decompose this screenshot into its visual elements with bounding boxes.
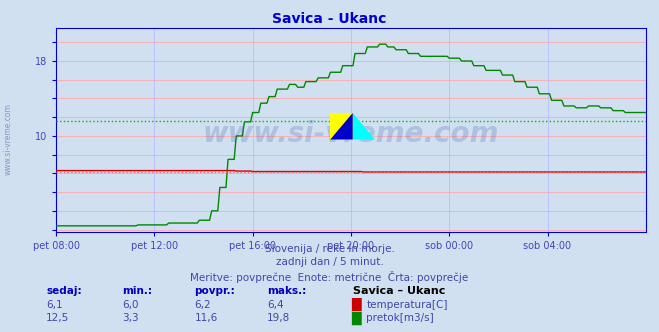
Polygon shape bbox=[330, 113, 353, 139]
Text: Savica – Ukanc: Savica – Ukanc bbox=[353, 286, 445, 296]
Text: Meritve: povprečne  Enote: metrične  Črta: povprečje: Meritve: povprečne Enote: metrične Črta:… bbox=[190, 271, 469, 283]
Text: 19,8: 19,8 bbox=[267, 313, 290, 323]
Text: www.si-vreme.com: www.si-vreme.com bbox=[4, 104, 13, 175]
Bar bbox=[330, 113, 353, 139]
Text: █: █ bbox=[351, 311, 361, 325]
Text: zadnji dan / 5 minut.: zadnji dan / 5 minut. bbox=[275, 257, 384, 267]
Polygon shape bbox=[353, 113, 375, 139]
Text: █: █ bbox=[351, 298, 361, 311]
Text: sedaj:: sedaj: bbox=[46, 286, 82, 296]
Text: min.:: min.: bbox=[122, 286, 152, 296]
Text: temperatura[C]: temperatura[C] bbox=[366, 300, 448, 310]
Text: 12,5: 12,5 bbox=[46, 313, 69, 323]
Text: Savica - Ukanc: Savica - Ukanc bbox=[272, 12, 387, 26]
Text: Slovenija / reke in morje.: Slovenija / reke in morje. bbox=[264, 244, 395, 254]
Text: 6,4: 6,4 bbox=[267, 300, 283, 310]
Text: 6,2: 6,2 bbox=[194, 300, 211, 310]
Text: www.si-vreme.com: www.si-vreme.com bbox=[203, 121, 499, 148]
Text: 6,1: 6,1 bbox=[46, 300, 63, 310]
Text: pretok[m3/s]: pretok[m3/s] bbox=[366, 313, 434, 323]
Text: 11,6: 11,6 bbox=[194, 313, 217, 323]
Text: 6,0: 6,0 bbox=[122, 300, 138, 310]
Text: maks.:: maks.: bbox=[267, 286, 306, 296]
Text: povpr.:: povpr.: bbox=[194, 286, 235, 296]
Text: 3,3: 3,3 bbox=[122, 313, 138, 323]
